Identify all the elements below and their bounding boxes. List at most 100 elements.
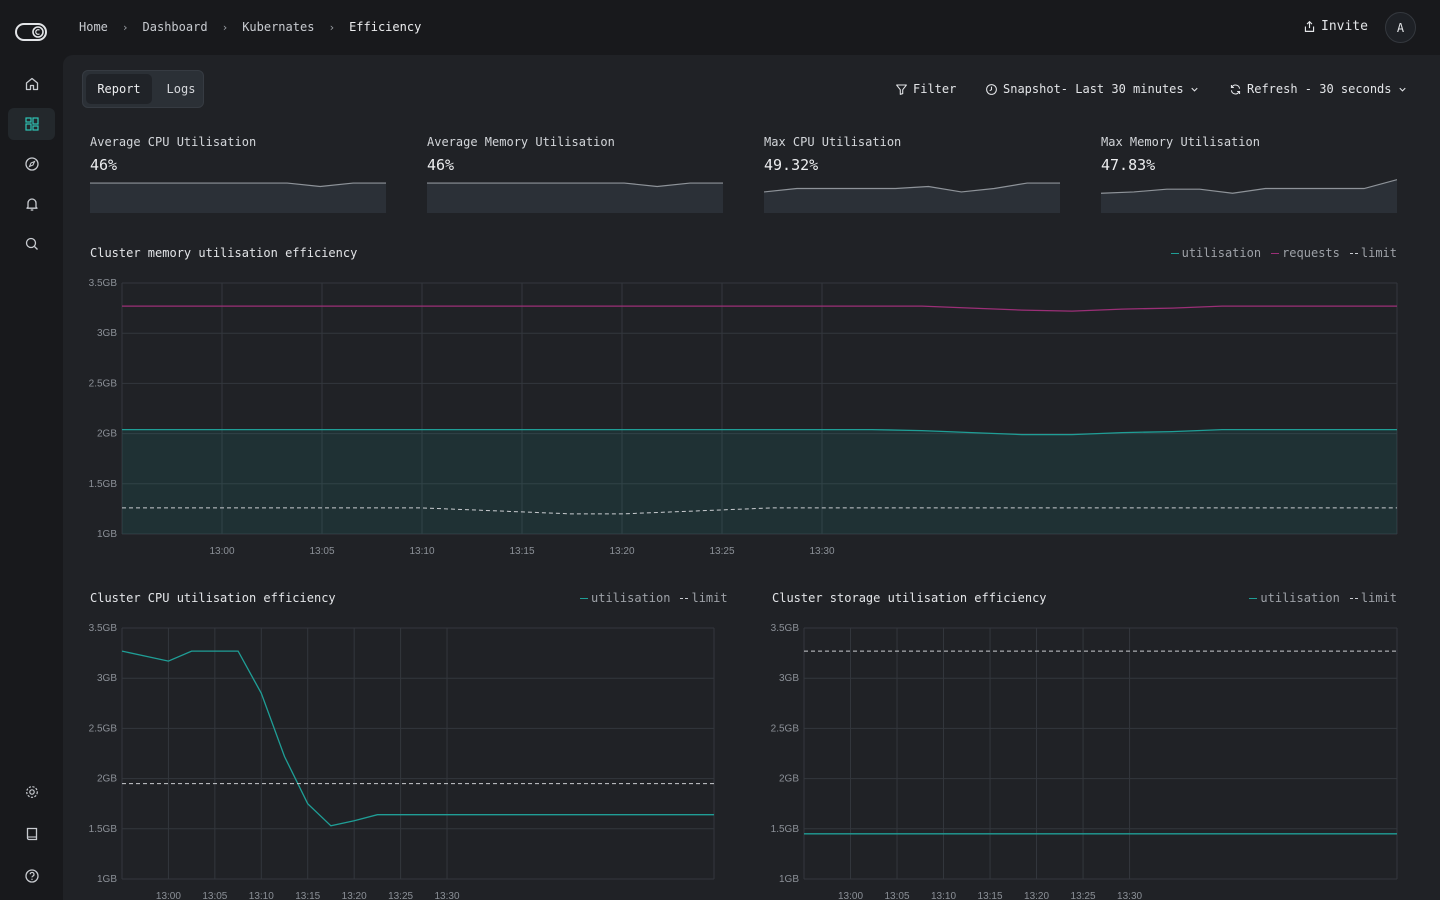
legend-swatch <box>1271 252 1280 254</box>
x-tick-label: 13:20 <box>342 891 367 900</box>
y-tick-label: 1GB <box>97 529 117 540</box>
avatar[interactable]: A <box>1385 12 1416 43</box>
x-tick-label: 13:00 <box>209 546 234 557</box>
sidebar-item-dashboard[interactable] <box>8 108 55 140</box>
legend-item-utilisation[interactable]: utilisation <box>580 591 670 605</box>
grid-icon <box>24 117 39 131</box>
sparkline-area <box>90 183 386 213</box>
sidebar-item-explore[interactable] <box>8 148 55 180</box>
snapshot-label: Snapshot- Last 30 minutes <box>1003 82 1184 96</box>
x-tick-label: 13:15 <box>509 546 534 557</box>
memory-chart-title: Cluster memory utilisation efficiency <box>90 246 358 260</box>
tab-report[interactable]: Report <box>86 74 152 104</box>
x-tick-label: 13:15 <box>978 891 1003 900</box>
series-line-requests <box>122 305 1397 312</box>
chevron-down-icon <box>1398 87 1406 92</box>
sidebar-item-docs[interactable] <box>8 818 55 850</box>
cpu-chart-legend: utilisation limit <box>580 591 728 605</box>
y-tick-label: 3GB <box>97 673 117 684</box>
legend-item-requests[interactable]: requests <box>1271 246 1340 260</box>
main-panel: Report Logs Filter Snapshot- Last 30 min… <box>63 55 1440 900</box>
breadcrumb-kubernates[interactable]: Kubernates <box>242 20 315 34</box>
kpi-sparkline <box>1101 179 1397 213</box>
sparkline-area <box>427 183 723 213</box>
y-tick-label: 3.5GB <box>89 278 118 289</box>
x-tick-label: 13:10 <box>249 891 274 900</box>
series-area-utilisation <box>122 429 1397 534</box>
y-tick-label: 3GB <box>779 673 799 684</box>
legend-label: utilisation <box>1260 591 1340 605</box>
x-tick-label: 13:25 <box>709 546 734 557</box>
help-icon <box>24 869 39 883</box>
snapshot-dropdown[interactable]: Snapshot- Last 30 minutes <box>985 82 1200 96</box>
legend-label: utilisation <box>1181 246 1262 260</box>
breadcrumb-efficiency: Efficiency <box>349 20 422 34</box>
y-tick-label: 2.5GB <box>89 378 118 389</box>
x-tick-label: 13:30 <box>435 891 460 900</box>
legend-swatch <box>580 597 588 599</box>
legend-item-limit[interactable]: limit <box>680 591 728 605</box>
series-line-utilisation <box>122 428 1397 436</box>
sidebar-item-search[interactable] <box>8 228 55 260</box>
legend-swatch <box>680 597 689 599</box>
sparkline-area <box>764 183 1060 213</box>
gear-icon <box>25 786 38 798</box>
x-tick-label: 13:20 <box>1024 891 1049 900</box>
sidebar-item-help[interactable] <box>8 860 55 892</box>
refresh-label: Refresh - 30 seconds <box>1247 82 1392 96</box>
storage-utilisation-chart: 1GB 1.5GB 2GB 2.5GB 3GB 3.5GB 13:00 13:05 13:10 1… <box>771 623 1398 900</box>
y-tick-label: 1.5GB <box>771 824 800 835</box>
kpi-card-max-memory: Max Memory Utilisation 47.83% <box>1101 135 1397 213</box>
x-tick-label: 13:05 <box>202 891 227 900</box>
tab-logs[interactable]: Logs <box>166 82 196 96</box>
legend-item-utilisation[interactable]: utilisation <box>1170 246 1262 260</box>
refresh-icon <box>1230 84 1241 94</box>
sidebar-item-settings[interactable] <box>8 776 55 808</box>
cpu-chart-title: Cluster CPU utilisation efficiency <box>90 591 336 605</box>
x-tick-label: 13:25 <box>388 891 413 900</box>
filter-button[interactable]: Filter <box>895 82 956 96</box>
cpu-utilisation-chart: 1GB 1.5GB 2GB 2.5GB 3GB 3.5GB 13:00 13:05 13:10 1… <box>89 623 715 900</box>
memory-utilisation-chart: 1GB 1.5GB 2GB 2.5GB 3GB 3.5GB 13:00 13:05 13:10 1… <box>89 278 1398 557</box>
y-tick-label: 3.5GB <box>89 623 118 634</box>
invite-button[interactable]: Invite <box>1303 19 1368 34</box>
kpi-value: 47.83% <box>1101 156 1156 174</box>
sidebar-item-home[interactable] <box>8 68 55 100</box>
clock-icon <box>986 83 997 95</box>
legend-item-limit[interactable]: limit <box>1349 246 1397 260</box>
sparkline-area <box>1101 179 1397 213</box>
y-tick-label: 2GB <box>97 429 117 440</box>
breadcrumb-home[interactable]: Home <box>79 20 108 34</box>
breadcrumb-dashboard[interactable]: Dashboard <box>142 20 208 34</box>
kpi-label: Average CPU Utilisation <box>90 135 257 149</box>
sparkline-line <box>764 182 1060 193</box>
breadcrumb: Home › Dashboard › Kubernates › Efficien… <box>79 20 421 34</box>
top-bar: Home › Dashboard › Kubernates › Efficien… <box>63 0 1440 55</box>
y-tick-label: 2GB <box>779 774 799 785</box>
filter-label: Filter <box>913 82 957 96</box>
y-tick-label: 3.5GB <box>771 623 800 634</box>
breadcrumb-separator-icon: › <box>328 20 336 34</box>
breadcrumb-separator-icon: › <box>121 20 129 34</box>
x-tick-label: 13:25 <box>1071 891 1096 900</box>
sidebar <box>0 0 63 900</box>
y-tick-label: 1.5GB <box>89 824 118 835</box>
refresh-dropdown[interactable]: Refresh - 30 seconds <box>1229 82 1408 96</box>
sidebar-item-alerts[interactable] <box>8 188 55 220</box>
y-tick-label: 2.5GB <box>89 723 118 734</box>
legend-item-limit[interactable]: limit <box>1349 591 1397 605</box>
y-tick-label: 2.5GB <box>771 723 800 734</box>
legend-label: utilisation <box>591 591 671 605</box>
legend-item-utilisation[interactable]: utilisation <box>1249 591 1340 605</box>
kpi-sparkline <box>90 182 386 213</box>
compass-icon <box>24 157 39 171</box>
x-tick-label: 13:30 <box>809 546 834 557</box>
kpi-sparkline <box>427 182 723 213</box>
y-tick-label: 1GB <box>779 874 799 885</box>
kpi-value: 46% <box>90 156 118 174</box>
x-tick-label: 13:20 <box>609 546 634 557</box>
search-icon <box>25 237 38 250</box>
home-icon <box>25 77 38 91</box>
brand-logo-icon[interactable] <box>15 22 47 42</box>
kpi-value: 46% <box>427 156 455 174</box>
